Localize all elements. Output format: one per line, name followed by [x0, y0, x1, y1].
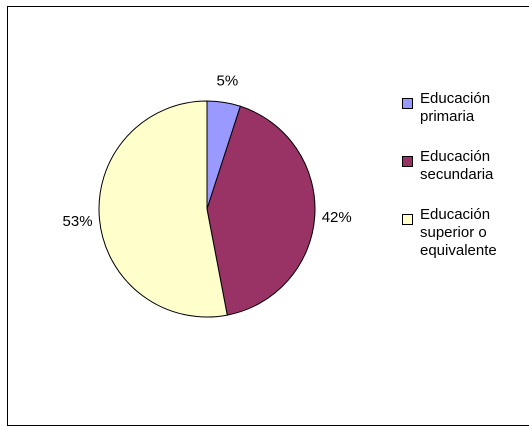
pie-label-primaria: 5%	[216, 73, 238, 90]
legend-label-superior: Educación superior o equivalente	[420, 206, 497, 259]
legend: Educación primaria Educación secundaria …	[400, 90, 529, 282]
legend-swatch-secundaria	[402, 156, 413, 167]
pie-slice-superior	[98, 100, 228, 318]
legend-item-primaria: Educación primaria	[400, 90, 529, 126]
pie-label-superior: 53%	[63, 213, 93, 230]
pie-slice-secundaria	[206, 105, 316, 316]
legend-item-secundaria: Educación secundaria	[400, 148, 529, 184]
legend-label-secundaria: Educación secundaria	[420, 148, 494, 183]
legend-swatch-primaria	[402, 98, 413, 109]
legend-item-superior: Educación superior o equivalente	[400, 206, 529, 260]
pie-label-secundaria: 42%	[322, 209, 352, 226]
legend-label-primaria: Educación primaria	[420, 90, 491, 125]
legend-swatch-superior	[402, 214, 413, 225]
pie-chart: 5% 42% 53%	[63, 73, 352, 318]
